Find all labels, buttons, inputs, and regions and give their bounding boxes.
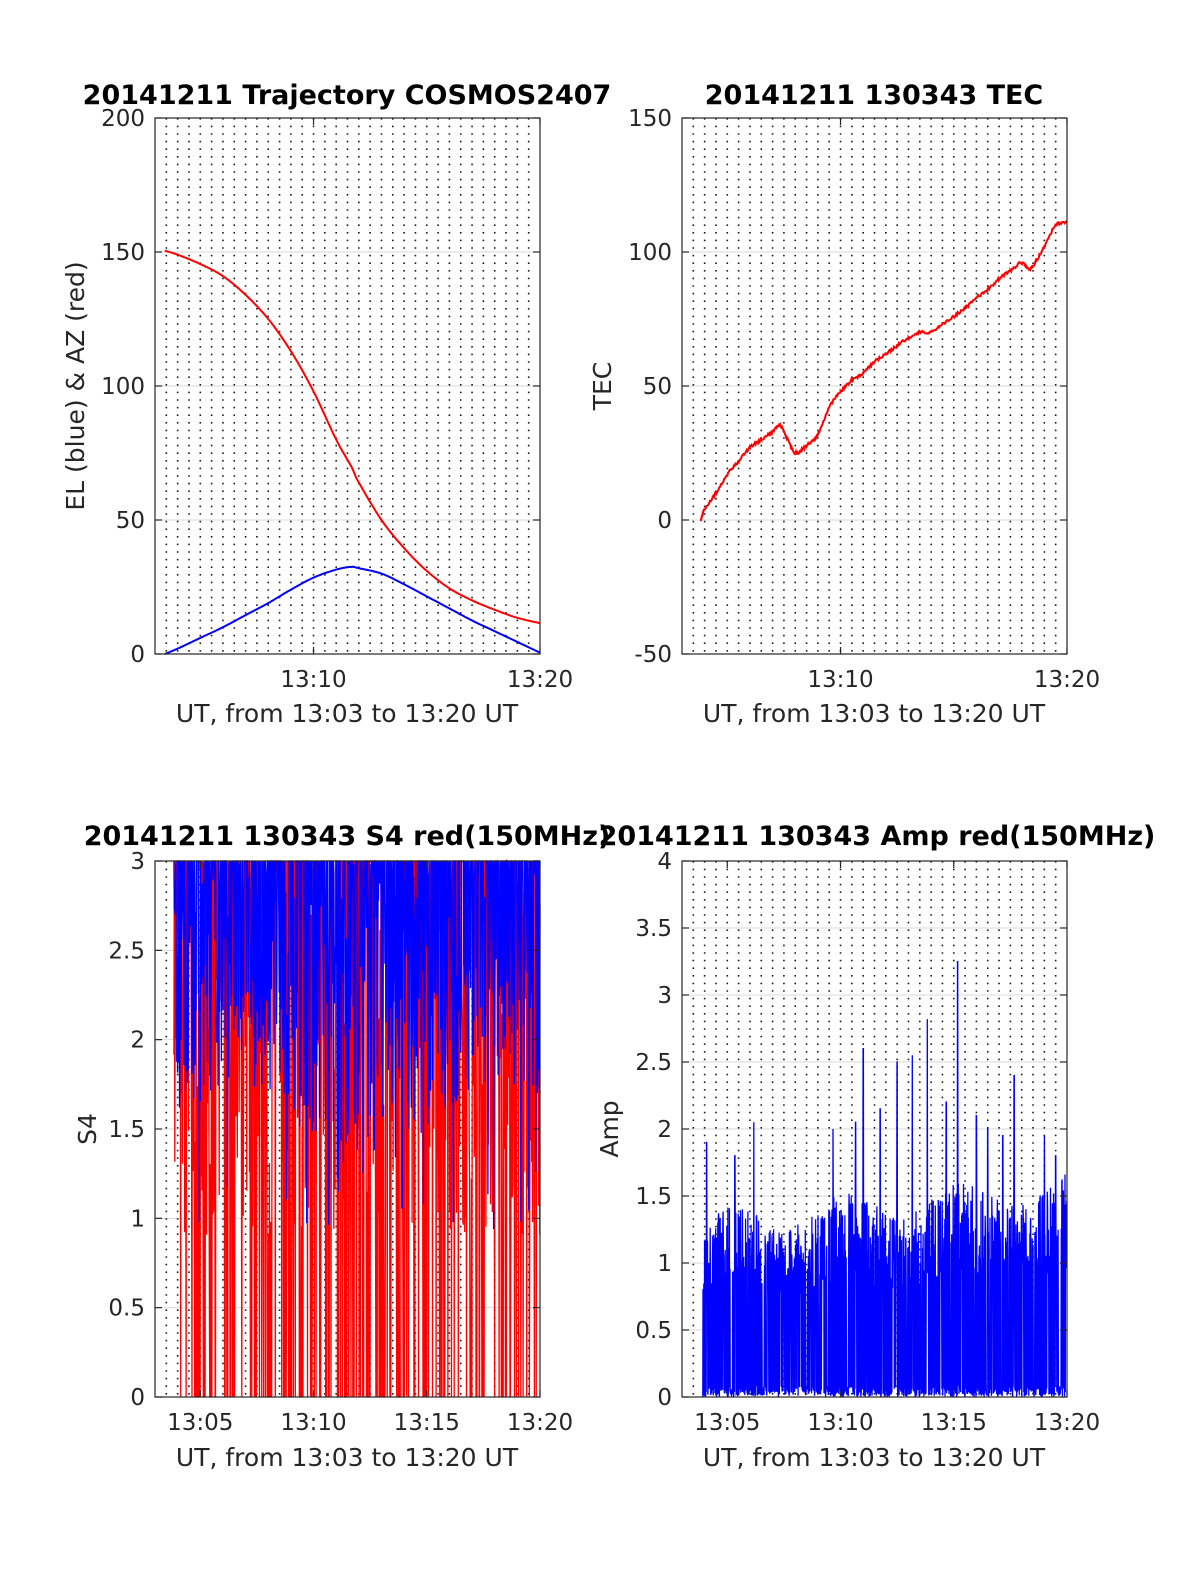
trajectory-series-0 <box>164 249 541 625</box>
x-tick-label: 13:15 <box>394 1410 460 1436</box>
y-tick-label: 100 <box>628 240 672 266</box>
x-tick-label: 13:10 <box>807 667 873 693</box>
s4-y-ticks: 0 0.5 1 1.5 2 2.5 3 <box>108 849 540 1411</box>
tec-panel: -50 0 50 100 150 13:10 13:20 20141211 130343 … <box>588 80 1100 728</box>
s4-panel: 0 0.5 1 1.5 2 2.5 3 13:05 13:10 13:15 13:20 20141… <box>73 821 610 1472</box>
y-tick-label: 0 <box>657 508 672 534</box>
y-tick-label: 100 <box>101 374 145 400</box>
amp-x-ticks: 13:05 13:10 13:15 13:20 <box>694 861 1100 1436</box>
x-tick-label: 13:20 <box>1034 1410 1100 1436</box>
y-tick-label: 3.5 <box>635 916 672 942</box>
s4-title: 20141211 130343 S4 red(150MHz) <box>84 821 611 852</box>
y-tick-label: 2.5 <box>108 938 145 964</box>
s4-xlabel: UT, from 13:03 to 13:20 UT <box>176 1443 519 1472</box>
s4-x-ticks: 13:05 13:10 13:15 13:20 <box>167 861 573 1436</box>
amp-panel: 0 0.5 1 1.5 2 2.5 3 3.5 4 13:05 13:10 13:15 13:20 2… <box>595 821 1155 1472</box>
y-tick-label: 0.5 <box>108 1296 145 1322</box>
x-tick-label: 13:10 <box>807 1410 873 1436</box>
x-tick-label: 13:15 <box>921 1410 987 1436</box>
y-tick-label: 2.5 <box>635 1050 672 1076</box>
tec-series-0 <box>699 220 1068 522</box>
amp-title: 20141211 130343 Amp red(150MHz) <box>599 821 1156 852</box>
trajectory-ylabel: EL (blue) & AZ (red) <box>61 261 90 510</box>
tec-series-group <box>699 220 1068 522</box>
y-tick-label: 0.5 <box>635 1318 672 1344</box>
y-tick-label: 0 <box>130 642 145 668</box>
y-tick-label: 2 <box>130 1028 145 1054</box>
y-tick-label: 0 <box>657 1385 672 1411</box>
trajectory-series-group <box>164 249 541 655</box>
trajectory-series-1 <box>164 565 541 655</box>
y-tick-label: 3 <box>657 983 672 1009</box>
amp-ylabel: Amp <box>595 1100 624 1157</box>
amp-series <box>702 960 1068 1398</box>
y-tick-label: 50 <box>116 508 145 534</box>
y-tick-label: 4 <box>657 849 672 875</box>
trajectory-panel: 0 50 100 150 200 13:10 13:20 20141211 Traject… <box>61 80 611 728</box>
amp-series-group <box>702 960 1068 1398</box>
trajectory-title: 20141211 Trajectory COSMOS2407 <box>83 80 612 111</box>
x-tick-label: 13:10 <box>280 667 346 693</box>
x-tick-label: 13:05 <box>167 1410 233 1436</box>
tec-ylabel: TEC <box>588 362 617 412</box>
tec-x-ticks: 13:10 13:20 <box>807 118 1100 693</box>
y-tick-label: 150 <box>101 240 145 266</box>
amp-xlabel: UT, from 13:03 to 13:20 UT <box>703 1443 1046 1472</box>
y-tick-label: 3 <box>130 849 145 875</box>
y-tick-label: 2 <box>657 1117 672 1143</box>
trajectory-xlabel: UT, from 13:03 to 13:20 UT <box>176 699 519 728</box>
y-tick-label: 1 <box>657 1251 672 1277</box>
y-tick-label: 1.5 <box>635 1184 672 1210</box>
x-tick-label: 13:20 <box>507 667 573 693</box>
y-tick-label: -50 <box>634 642 672 668</box>
tec-xlabel: UT, from 13:03 to 13:20 UT <box>703 699 1046 728</box>
y-tick-label: 150 <box>628 106 672 132</box>
y-tick-label: 0 <box>130 1385 145 1411</box>
x-tick-label: 13:20 <box>507 1410 573 1436</box>
x-tick-label: 13:10 <box>280 1410 346 1436</box>
y-tick-label: 1.5 <box>108 1117 145 1143</box>
s4-ylabel: S4 <box>73 1113 102 1145</box>
y-tick-label: 200 <box>101 106 145 132</box>
x-tick-label: 13:20 <box>1034 667 1100 693</box>
trajectory-y-ticks: 0 50 100 150 200 <box>101 106 540 668</box>
y-tick-label: 50 <box>643 374 672 400</box>
y-tick-label: 1 <box>130 1206 145 1232</box>
amp-y-ticks: 0 0.5 1 1.5 2 2.5 3 3.5 4 <box>635 849 1067 1411</box>
tec-title: 20141211 130343 TEC <box>705 80 1044 111</box>
tec-y-ticks: -50 0 50 100 150 <box>628 106 1067 668</box>
trajectory-x-ticks: 13:10 13:20 <box>280 118 573 693</box>
x-tick-label: 13:05 <box>694 1410 760 1436</box>
